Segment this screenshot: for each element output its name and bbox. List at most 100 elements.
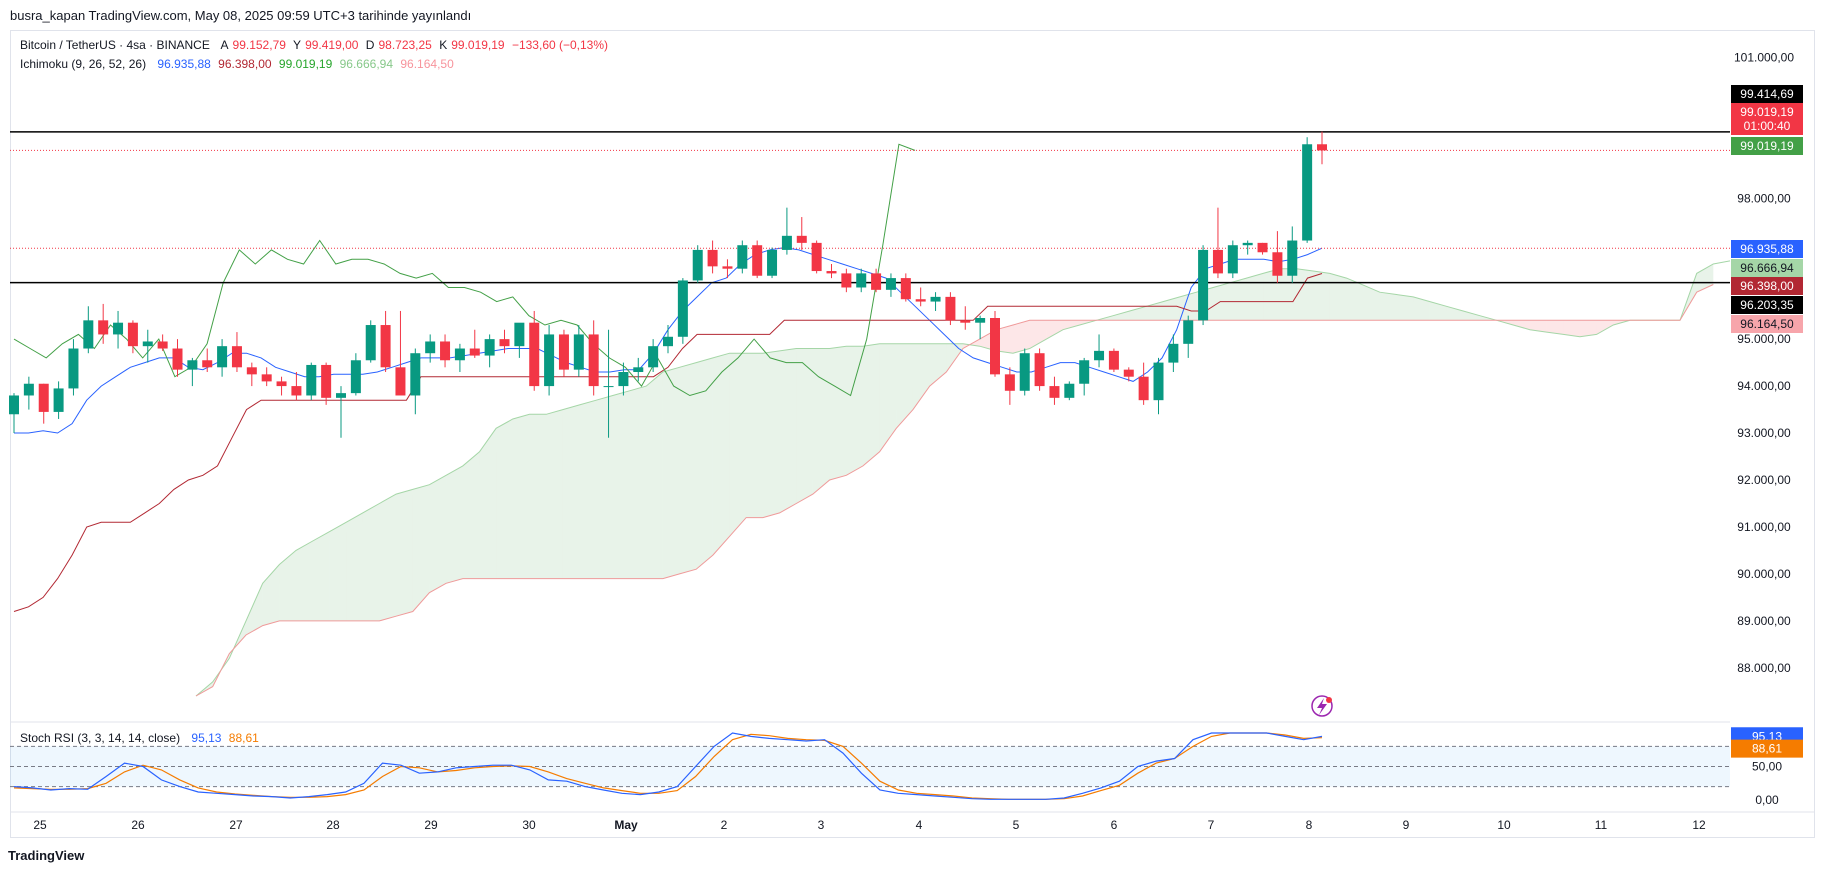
candle-body [648,346,659,368]
candle-body [900,278,911,300]
price-label-bg [1731,103,1803,121]
candle-body [127,322,138,347]
candle-body [1198,249,1209,321]
symbol-legend: Bitcoin / TetherUS · 4sa · BINANCE A 99.1… [20,38,612,52]
x-tick-label: 25 [33,818,47,832]
high-label: Y [293,38,302,52]
y-tick-label: 94.000,00 [1737,379,1791,393]
price-label: 96.164,50 [1740,317,1794,331]
candle-body [395,367,406,396]
candle-body [217,346,228,368]
candle-body [529,322,540,387]
stoch-k-value: 95,13 [191,731,222,745]
candle-body [930,296,941,302]
candle-body [1034,353,1045,387]
candle-body [261,374,272,382]
cloud-segment [1529,320,1547,333]
candle-body [23,383,34,396]
candle-body [915,299,926,302]
candle-body [231,346,242,368]
price-label: 99.019,19 [1740,139,1794,153]
cloud-segment [329,522,347,621]
cloud-segment [1396,294,1414,321]
cloud-segment [679,362,697,574]
cloud-segment [1429,301,1447,321]
x-tick-label: May [614,818,638,832]
candle-body [246,367,257,375]
price-label-bg [1731,277,1803,295]
price-label: 99.019,19 [1740,105,1794,119]
cloud-segment [796,348,813,504]
cloud-segment [262,564,280,626]
stoch-value-label-bg [1731,739,1803,758]
candle-body [172,348,183,370]
candle-body [514,322,525,347]
stoch-name[interactable]: Stoch RSI (3, 3, 14, 14, close) [20,731,181,745]
cloud-segment [1296,268,1314,321]
candle-body [53,388,64,412]
candle-body [737,245,748,269]
x-tick-label: 6 [1111,818,1118,832]
candle-body [885,278,896,290]
y-tick-label: 92.000,00 [1737,473,1791,487]
cloud-segment [562,404,580,579]
x-tick-label: 27 [229,818,243,832]
candle-body [960,320,971,323]
price-label-bg [1731,259,1803,277]
candle-body [618,372,629,387]
candle-body [663,336,673,347]
cloud-segment [629,386,647,579]
ichimoku-legend[interactable]: Ichimoku (9, 26, 52, 26) 96.935,88 96.39… [20,57,458,71]
candle-body [1049,386,1060,398]
cloud-segment [1329,273,1347,321]
cloud-segment [862,343,880,466]
y-tick-label: 93.000,00 [1737,426,1791,440]
cloud-segment [646,372,663,579]
candle-body [68,348,79,389]
symbol-name[interactable]: Bitcoin / TetherUS · 4sa · BINANCE [20,38,210,52]
cloud-segment [746,353,763,518]
lightning-icon[interactable] [1311,695,1333,717]
cloud-segment [1379,292,1397,321]
candle-body [499,339,510,347]
cloud-segment [1346,278,1364,321]
candle-body [113,322,124,335]
y-tick-label: 98.000,00 [1737,191,1791,205]
cloud-segment [396,489,413,617]
cloud-segment [1546,320,1564,335]
cloud-segment [1246,273,1264,321]
cloud-segment [1279,268,1297,321]
cloud-segment [879,343,897,452]
price-label: 96.666,94 [1740,261,1794,275]
cloud-segment [829,346,847,480]
stoch-band [10,746,1730,787]
cloud-segment [1013,320,1030,354]
open-value: 99.152,79 [232,38,286,52]
y-tick-label: 91.000,00 [1737,520,1791,534]
candle-body [83,320,94,349]
candle-body [350,360,361,394]
tradingview-logo[interactable]: TradingView [8,848,84,863]
cloud-segment [946,343,963,372]
stoch-d-line [13,732,1323,800]
cloud-segment [512,414,530,579]
price-label-bg [1731,85,1803,103]
cloud-segment [362,503,380,621]
candle-body [98,320,109,335]
ichimoku-name[interactable]: Ichimoku (9, 26, 52, 26) [20,57,147,71]
ichimoku-tenkan-value: 96.935,88 [157,57,211,71]
candle-body [633,367,644,372]
stoch-legend[interactable]: Stoch RSI (3, 3, 14, 14, close) 95,13 88… [20,731,263,745]
cloud-segment [479,428,497,579]
cloud-segment [346,512,363,621]
cloud-segment [1463,310,1480,321]
cloud-segment [1579,320,1597,337]
price-label-bg [1731,315,1803,333]
candle-body [975,318,986,323]
price-label-bg [1731,117,1803,135]
cloud-segment [429,475,447,593]
candle-body [856,273,867,288]
candle-body [707,249,718,267]
candle-body [1064,383,1075,398]
